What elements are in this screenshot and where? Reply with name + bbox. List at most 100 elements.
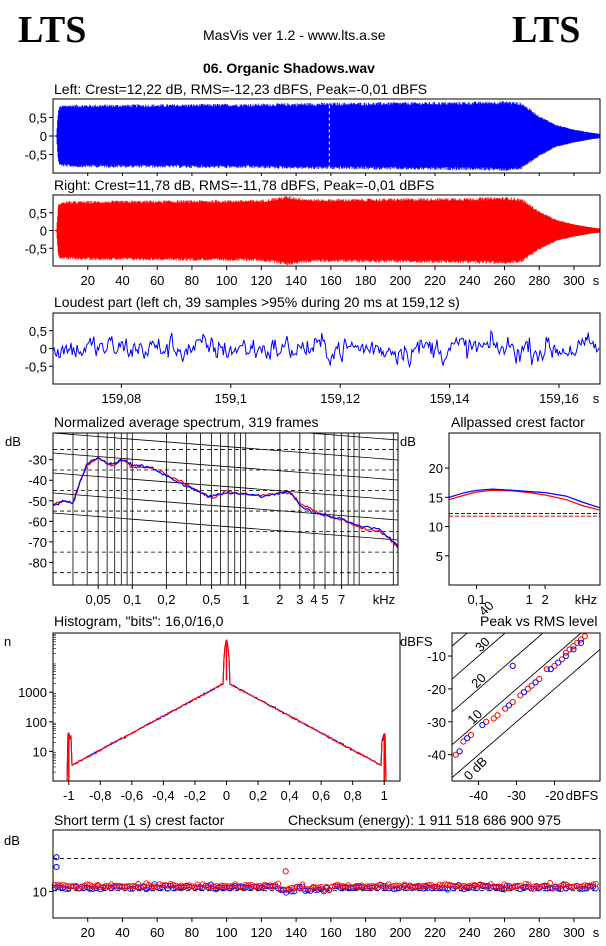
short-crest-point bbox=[514, 883, 521, 890]
short-crest-point bbox=[53, 854, 60, 861]
short-crest-point bbox=[579, 883, 586, 890]
short-crest-point bbox=[170, 881, 177, 888]
wave-right-xtick-label: 180 bbox=[355, 273, 377, 288]
histogram-ytick-label: 100 bbox=[25, 715, 47, 730]
loudest-xtick-label: 159,08 bbox=[101, 391, 141, 406]
histogram-ytick-label: 10 bbox=[33, 744, 47, 759]
allpass-ytick-label: 10 bbox=[429, 520, 443, 535]
wave-right-xtick-label: 60 bbox=[150, 273, 164, 288]
spectrum-slope bbox=[303, 433, 398, 441]
short-crest-point bbox=[167, 880, 174, 887]
spectrum-xtick-label: 4 bbox=[310, 592, 317, 607]
wave-right-xtick-label: 100 bbox=[216, 273, 238, 288]
spectrum-series-1 bbox=[53, 456, 398, 547]
wave-left-signal bbox=[53, 101, 600, 171]
short-crest-xtick-label: 280 bbox=[528, 925, 550, 940]
spectrum-frame bbox=[52, 432, 399, 586]
short-crest-point bbox=[468, 882, 475, 889]
short-crest-point bbox=[81, 882, 88, 889]
short-crest-xtick-label: 160 bbox=[320, 925, 342, 940]
peak-rms-diag-label: 20 bbox=[468, 670, 489, 691]
allpass-series-0 bbox=[448, 489, 601, 511]
short-crest-point bbox=[396, 882, 403, 889]
peak-rms-point bbox=[494, 712, 501, 719]
spectrum-slope bbox=[53, 433, 398, 461]
short-crest-point bbox=[275, 880, 282, 887]
short-crest-point bbox=[280, 886, 287, 893]
short-crest-point bbox=[207, 884, 214, 891]
short-crest-point bbox=[310, 883, 317, 890]
wave-right-xtick-label: 20 bbox=[80, 273, 94, 288]
short-crest-xtick-label: 100 bbox=[216, 925, 238, 940]
short-crest-point bbox=[253, 883, 260, 890]
short-crest-point bbox=[102, 882, 109, 889]
loudest-xtick-label: 159,14 bbox=[430, 391, 470, 406]
allpass-frame bbox=[448, 432, 601, 586]
peak-rms-point bbox=[524, 685, 531, 693]
spectrum-ytick-label: -80 bbox=[28, 555, 47, 570]
spectrum-slope bbox=[53, 512, 398, 541]
short-crest-xtick-label: 300 bbox=[563, 925, 585, 940]
spectrum-xtick-label: 0,1 bbox=[123, 592, 141, 607]
wave-right-xtick-label: 160 bbox=[320, 273, 342, 288]
peak-rms-point bbox=[562, 649, 569, 656]
short-crest-ylabel: dB bbox=[4, 833, 20, 848]
spectrum-xunit: kHz bbox=[373, 592, 395, 607]
wave-right-title: Right: Crest=11,78 dB, RMS=-11,78 dBFS, … bbox=[54, 177, 435, 193]
short-crest-xtick-label: 20 bbox=[80, 925, 94, 940]
short-crest-point bbox=[560, 881, 567, 888]
peak-rms-point bbox=[562, 652, 569, 660]
wave-left-ytick-label: -0,5 bbox=[25, 148, 47, 163]
peak-rms-point bbox=[460, 738, 467, 745]
spectrum-slope bbox=[53, 293, 398, 320]
wave-left-title: Left: Crest=12,22 dB, RMS=-12,23 dBFS, P… bbox=[54, 81, 428, 97]
short-crest-point bbox=[587, 882, 594, 889]
wave-right-ytick-label: -0,5 bbox=[25, 241, 47, 256]
short-crest-point bbox=[417, 883, 424, 890]
histogram-title: Histogram, "bits": 16,0/16,0 bbox=[54, 613, 224, 629]
spectrum-slope bbox=[53, 472, 398, 501]
short-crest-xtick-label: 140 bbox=[285, 925, 307, 940]
short-crest-point bbox=[552, 884, 559, 891]
short-crest-point bbox=[439, 882, 446, 889]
allpass-xtick-label: 2 bbox=[542, 592, 549, 607]
short-crest-point bbox=[178, 884, 185, 891]
histogram-xtick-label: 0,6 bbox=[312, 788, 330, 803]
spectrum-ytick-label: -50 bbox=[28, 494, 47, 509]
short-crest-point bbox=[420, 883, 427, 889]
short-crest-point bbox=[503, 885, 510, 892]
peak-rms-point bbox=[574, 639, 581, 646]
allpass-xunit: kHz bbox=[575, 592, 597, 607]
peak-rms-point bbox=[502, 705, 509, 712]
histogram-xtick-label: -0,8 bbox=[89, 788, 111, 803]
peak-rms-point bbox=[577, 639, 585, 646]
peak-rms-point bbox=[509, 698, 516, 706]
histogram-xtick-label: -1 bbox=[63, 788, 75, 803]
short-crest-point bbox=[194, 884, 201, 891]
wave-right-xtick-label: 120 bbox=[251, 273, 273, 288]
peak-rms-diagonal-2 bbox=[452, 633, 544, 713]
short-crest-point bbox=[388, 883, 395, 890]
peak-rms-xtick-label: -30 bbox=[507, 788, 526, 803]
short-crest-point bbox=[145, 884, 152, 891]
short-crest-point bbox=[59, 881, 66, 888]
wave-right-xtick-label: 80 bbox=[185, 273, 199, 288]
short-crest-point bbox=[444, 881, 451, 888]
histogram-xtick-label: 0,8 bbox=[344, 788, 362, 803]
histogram-xtick-label: -0,4 bbox=[152, 788, 174, 803]
peak-rms-ytick-label: -20 bbox=[427, 682, 446, 697]
peak-rms-diagonal-0 bbox=[452, 633, 468, 647]
peak-rms-point bbox=[566, 646, 573, 653]
wave-right-signal bbox=[53, 196, 600, 266]
short-crest-point bbox=[269, 883, 276, 889]
short-crest-point bbox=[202, 882, 209, 889]
loudest-ytick-label: 0,5 bbox=[29, 324, 47, 339]
short-crest-point bbox=[84, 881, 90, 888]
histogram-xtick-label: 0,2 bbox=[249, 788, 267, 803]
short-crest-point bbox=[329, 883, 335, 890]
short-crest-point bbox=[186, 882, 193, 889]
short-crest-point bbox=[97, 884, 104, 891]
wave-right-ytick-label: 0 bbox=[40, 224, 47, 239]
allpass-ytick-label: 5 bbox=[436, 549, 443, 564]
peak-rms-ytick-label: -30 bbox=[427, 715, 446, 730]
